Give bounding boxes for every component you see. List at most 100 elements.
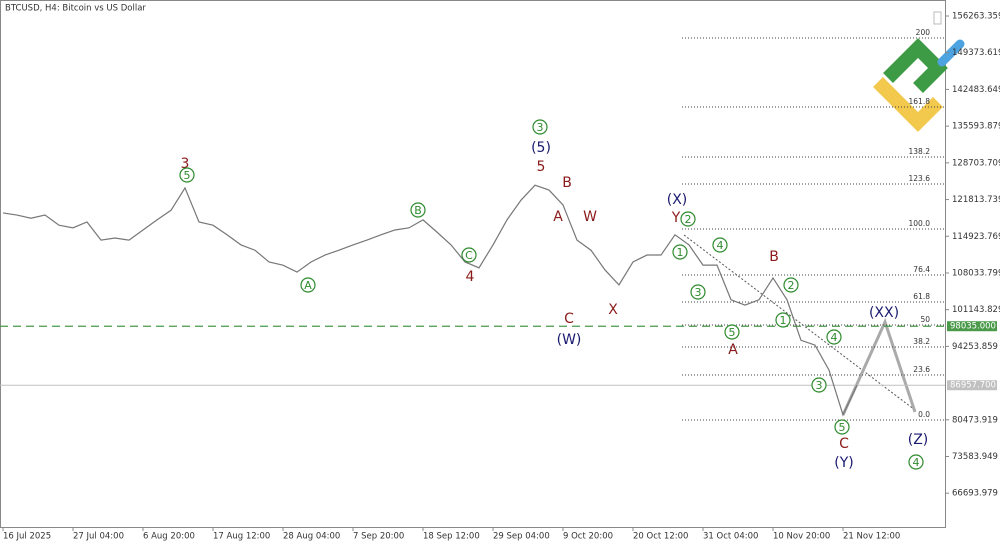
y-tick-label: 135593.879 bbox=[952, 122, 1000, 132]
y-tick-label: 156263.359 bbox=[952, 12, 1000, 22]
wave-circle bbox=[783, 277, 799, 293]
fib-label: 76.4 bbox=[913, 265, 930, 274]
wave-label: 4 bbox=[913, 456, 920, 469]
wave-label: C bbox=[564, 311, 574, 327]
wave-circle bbox=[179, 167, 195, 183]
wave-circle bbox=[724, 324, 740, 340]
wave-label: 5 bbox=[729, 326, 736, 339]
wave-label: 5 bbox=[839, 421, 846, 434]
y-tick-label: 80473.919 bbox=[952, 415, 998, 425]
wave-label: 2 bbox=[788, 279, 795, 292]
y-tick-label: 94253.859 bbox=[952, 342, 998, 352]
wave-label: 5 bbox=[184, 169, 191, 182]
wave-label: 1 bbox=[780, 314, 787, 327]
wave-label: 1 bbox=[677, 246, 684, 259]
wave-label: B bbox=[562, 175, 572, 191]
wave-circle bbox=[834, 419, 850, 435]
y-tick-label: 142483.649 bbox=[952, 85, 1000, 95]
fib-label: 61.8 bbox=[913, 292, 930, 301]
projection-path bbox=[841, 317, 917, 416]
price-box bbox=[947, 321, 997, 332]
fib-label: 138.2 bbox=[909, 147, 931, 156]
wave-label: 3 bbox=[537, 121, 544, 134]
wave-label: (X) bbox=[667, 192, 688, 208]
wave-circle bbox=[826, 329, 842, 345]
wave-label: B bbox=[414, 204, 422, 217]
price-line-series bbox=[2, 184, 858, 417]
plot-frame bbox=[0, 0, 946, 528]
y-tick-label: 73583.949 bbox=[952, 452, 998, 462]
wave-label: A bbox=[304, 279, 312, 292]
wave-label: W bbox=[583, 209, 597, 225]
fib-label: 200 bbox=[916, 28, 931, 37]
wave-label: A bbox=[728, 342, 738, 358]
wave-label: (XX) bbox=[869, 305, 899, 321]
y-tick-label: 121813.739 bbox=[952, 195, 1000, 205]
x-tick-label: 21 Nov 12:00 bbox=[843, 532, 900, 542]
wave-circle bbox=[410, 202, 426, 218]
wave-label: X bbox=[608, 302, 618, 318]
chart-title: BTCUSD, H4: Bitcoin vs US Dollar bbox=[5, 4, 146, 14]
wave-label: 3 bbox=[695, 286, 702, 299]
x-tick-label: 7 Sep 20:00 bbox=[353, 532, 404, 542]
y-tick-label: 149373.619 bbox=[952, 48, 1000, 58]
wave-label: 4 bbox=[466, 269, 475, 285]
wave-circle bbox=[811, 377, 827, 393]
wave-label: 3 bbox=[181, 156, 190, 172]
x-tick-label: 16 Jul 2025 bbox=[3, 532, 51, 542]
wave-label: B bbox=[769, 249, 779, 265]
fib-label: 23.6 bbox=[913, 365, 930, 374]
y-tick-label: 66693.979 bbox=[952, 489, 998, 499]
wave-label: (W) bbox=[557, 332, 582, 348]
wave-label: 3 bbox=[816, 379, 823, 392]
fib-label: 100.0 bbox=[909, 219, 931, 228]
fib-label: 161.8 bbox=[909, 97, 931, 106]
wave-circle bbox=[908, 454, 924, 470]
wave-circle bbox=[690, 284, 706, 300]
x-tick-label: 10 Nov 20:00 bbox=[773, 532, 830, 542]
x-tick-label: 18 Sep 12:00 bbox=[423, 532, 480, 542]
y-tick-label: 101143.829 bbox=[952, 305, 1000, 315]
scroll-icon[interactable] bbox=[933, 11, 942, 25]
x-tick-label: 20 Oct 12:00 bbox=[633, 532, 688, 542]
wave-circle bbox=[672, 244, 688, 260]
y-tick-label: 114923.769 bbox=[952, 232, 1000, 242]
fib-label: 50 bbox=[920, 315, 930, 324]
x-tick-label: 9 Oct 20:00 bbox=[563, 532, 613, 542]
x-tick-label: 29 Sep 04:00 bbox=[493, 532, 550, 542]
fib-label: 123.6 bbox=[909, 174, 931, 183]
wave-circle bbox=[712, 237, 728, 253]
x-tick-label: 31 Oct 04:00 bbox=[703, 532, 758, 542]
wave-label: (5) bbox=[531, 140, 551, 156]
x-tick-label: 28 Aug 04:00 bbox=[283, 532, 340, 542]
wave-label: Y bbox=[671, 210, 681, 226]
wave-label: 2 bbox=[685, 213, 692, 226]
wave-label: C bbox=[839, 436, 849, 452]
y-tick-label: 128703.709 bbox=[952, 158, 1000, 168]
x-tick-label: 17 Aug 12:00 bbox=[213, 532, 270, 542]
logo bbox=[873, 38, 965, 132]
wave-circle bbox=[775, 312, 791, 328]
y-tick-label: 108033.799 bbox=[952, 268, 1000, 278]
fib-label: 0.0 bbox=[918, 410, 930, 419]
x-tick-label: 27 Jul 04:00 bbox=[73, 532, 124, 542]
wave-label: C bbox=[465, 249, 473, 262]
wave-circle bbox=[300, 277, 316, 293]
wave-label: (Z) bbox=[908, 432, 929, 448]
wave-label: 4 bbox=[831, 331, 838, 344]
wave-label: A bbox=[553, 209, 563, 225]
wave-label: (Y) bbox=[834, 455, 853, 471]
wave-circle bbox=[461, 247, 477, 263]
price-label: 98035.000 bbox=[950, 322, 996, 332]
price-box bbox=[947, 380, 997, 391]
wave-circle bbox=[532, 119, 548, 135]
wave-circle bbox=[680, 211, 696, 227]
price-label: 86957.700 bbox=[950, 381, 996, 391]
trend-line bbox=[683, 234, 916, 411]
wave-label: 4 bbox=[717, 239, 724, 252]
fib-label: 38.2 bbox=[913, 337, 930, 346]
x-tick-label: 6 Aug 20:00 bbox=[143, 532, 195, 542]
wave-label: 5 bbox=[537, 159, 546, 175]
